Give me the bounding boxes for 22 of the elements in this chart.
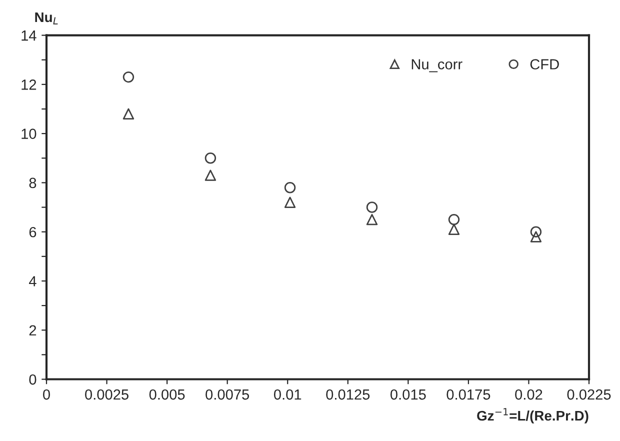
y-tick-label: 10	[22, 128, 36, 139]
y-axis-title: Nu$_{L}$	[35, 12, 58, 24]
y-tick-label: 8	[29, 178, 36, 188]
y-tick-label: 2	[29, 325, 36, 336]
x-tick-label: 0.01	[274, 389, 302, 400]
x-axis-title: Gz$^{−1}$=L/(Re.Pr.D)	[477, 408, 588, 424]
x-tick-label: 0.02	[515, 389, 542, 400]
x-tick-label: 0.0225	[567, 389, 611, 400]
legend-label: Nu_corr	[412, 59, 462, 72]
legend-label: CFD	[530, 59, 559, 70]
x-tick-label: 0.0125	[326, 389, 370, 400]
x-tick-label: 0.0075	[206, 389, 250, 400]
y-tick-label: 12	[22, 80, 36, 90]
x-tick-label: 0.0175	[446, 389, 490, 400]
y-tick-label: 14	[22, 30, 36, 41]
x-tick-label: 0.005	[149, 389, 185, 400]
x-tick-label: 0.0025	[85, 389, 128, 400]
y-tick-label: 4	[29, 276, 36, 286]
x-tick-label: 0	[43, 389, 50, 400]
y-tick-label: 6	[29, 226, 36, 238]
y-tick-label: 0	[29, 374, 36, 385]
x-tick-label: 0.015	[390, 389, 426, 400]
